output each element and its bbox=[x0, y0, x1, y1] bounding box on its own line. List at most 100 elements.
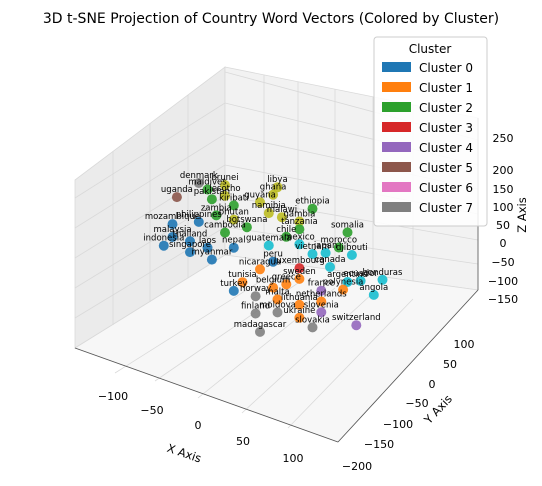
point-label: myanmar bbox=[191, 248, 232, 258]
scatter-point bbox=[263, 240, 274, 251]
scatter-point bbox=[307, 322, 318, 333]
scatter-point bbox=[228, 200, 239, 211]
scatter-point bbox=[220, 180, 230, 191]
point-label: somalia bbox=[331, 220, 364, 230]
scatter-point bbox=[320, 247, 331, 258]
point-label: laos bbox=[199, 236, 217, 246]
x-tick-label: −50 bbox=[140, 404, 163, 417]
point-label: slovenia bbox=[304, 300, 339, 310]
z-tick-label: 200 bbox=[493, 164, 514, 177]
point-label: morocco bbox=[321, 236, 358, 246]
scatter-point bbox=[307, 203, 318, 214]
point-label: switzerland bbox=[332, 313, 381, 323]
scatter-point bbox=[250, 291, 261, 302]
legend-label: Cluster 3 bbox=[419, 121, 473, 135]
grid-z-floor-1 bbox=[224, 226, 479, 265]
point-label: tanzania bbox=[281, 217, 318, 227]
point-label: guatemala bbox=[246, 234, 292, 244]
chart-title-text: 3D t-SNE Projection of Country Word Vect… bbox=[43, 11, 499, 27]
point-label: argentina bbox=[327, 270, 368, 280]
point-label: botswana bbox=[226, 215, 267, 225]
point-label: indonesia bbox=[143, 234, 184, 244]
x-axis-line bbox=[74, 347, 339, 443]
scatter-point bbox=[276, 212, 287, 223]
point-label: ukraine bbox=[283, 306, 315, 316]
scatter-point bbox=[355, 275, 366, 286]
x-tick-label: 50 bbox=[236, 435, 250, 448]
point-label: japan bbox=[313, 241, 338, 251]
scatter-point bbox=[241, 222, 252, 233]
point-label: guyana bbox=[244, 190, 276, 200]
point-label: mozambique bbox=[145, 212, 200, 222]
scatter-point bbox=[255, 326, 265, 337]
z-tick-label: 0 bbox=[500, 237, 507, 250]
y-tick-label: 0 bbox=[429, 378, 436, 391]
scatter-point bbox=[294, 224, 305, 235]
point-label: moldova bbox=[259, 300, 296, 310]
z-tick-label: 250 bbox=[493, 132, 514, 145]
y-axis-line bbox=[337, 289, 479, 443]
point-label: denmark bbox=[180, 171, 218, 181]
scatter-point bbox=[351, 320, 362, 331]
point-label: chile bbox=[276, 225, 296, 235]
data-points bbox=[158, 178, 388, 337]
point-label: lithuania bbox=[281, 293, 318, 303]
y-tick-label: −100 bbox=[383, 418, 413, 431]
grid-x-100 bbox=[287, 298, 414, 429]
scatter-point bbox=[346, 250, 357, 260]
scatter-point bbox=[294, 216, 305, 227]
legend-label: Cluster 6 bbox=[419, 181, 473, 195]
point-label: angola bbox=[359, 283, 388, 293]
scatter-point bbox=[272, 307, 283, 318]
point-label: libya bbox=[267, 175, 287, 185]
x-tick-label: 0 bbox=[195, 419, 202, 432]
point-label: pakistan bbox=[194, 187, 230, 197]
x-tick-label: 100 bbox=[283, 452, 304, 465]
scatter-point bbox=[294, 299, 305, 310]
point-label: honduras bbox=[363, 268, 403, 278]
y-tick-label: −150 bbox=[364, 438, 394, 451]
legend-label: Cluster 2 bbox=[419, 101, 473, 115]
z-tick-label: −50 bbox=[491, 256, 514, 269]
grid-lines bbox=[74, 71, 479, 429]
point-label: madagascar bbox=[234, 320, 287, 330]
scatter-point bbox=[294, 273, 305, 284]
point-label: nepal bbox=[222, 236, 246, 246]
legend-label: Cluster 4 bbox=[419, 141, 473, 155]
point-label: lesotho bbox=[209, 184, 240, 194]
scatter-point bbox=[255, 264, 265, 275]
point-label: ecuador bbox=[343, 269, 378, 279]
scatter-point bbox=[167, 219, 178, 230]
point-label: netherlands bbox=[296, 290, 347, 300]
point-label: vietnam bbox=[295, 242, 330, 252]
point-label: cambodia bbox=[204, 221, 246, 231]
point-label: malawi bbox=[267, 205, 297, 215]
scatter-point bbox=[158, 240, 169, 251]
point-label: bhutan bbox=[219, 208, 249, 218]
x-tick-label: −100 bbox=[98, 390, 128, 403]
z-tick-label: 150 bbox=[493, 183, 514, 196]
z-tick-label: 50 bbox=[496, 219, 510, 232]
point-label: zambia bbox=[201, 203, 232, 213]
point-label: peru bbox=[263, 250, 283, 260]
z-tick-label: −100 bbox=[488, 275, 518, 288]
point-label: norway bbox=[240, 284, 271, 294]
y-tick-label: 100 bbox=[454, 338, 475, 351]
legend-title: Cluster bbox=[409, 42, 452, 56]
y-tick-label: −50 bbox=[405, 397, 428, 410]
scatter-point bbox=[281, 279, 292, 290]
point-label: philippines bbox=[176, 210, 223, 220]
legend-label: Cluster 5 bbox=[419, 161, 473, 175]
scatter-point bbox=[268, 256, 279, 267]
point-label: singapore bbox=[169, 240, 211, 250]
scatter-point bbox=[228, 242, 239, 253]
legend-swatch bbox=[382, 102, 411, 112]
scatter-point bbox=[338, 284, 349, 295]
scatter-point bbox=[185, 247, 195, 258]
scatter-point bbox=[202, 184, 213, 195]
point-label: uganda bbox=[161, 185, 193, 195]
scatter-point bbox=[193, 216, 204, 227]
scatter-point bbox=[268, 282, 279, 293]
y-tick-label: −200 bbox=[342, 460, 372, 473]
point-label: mexico bbox=[284, 232, 315, 242]
